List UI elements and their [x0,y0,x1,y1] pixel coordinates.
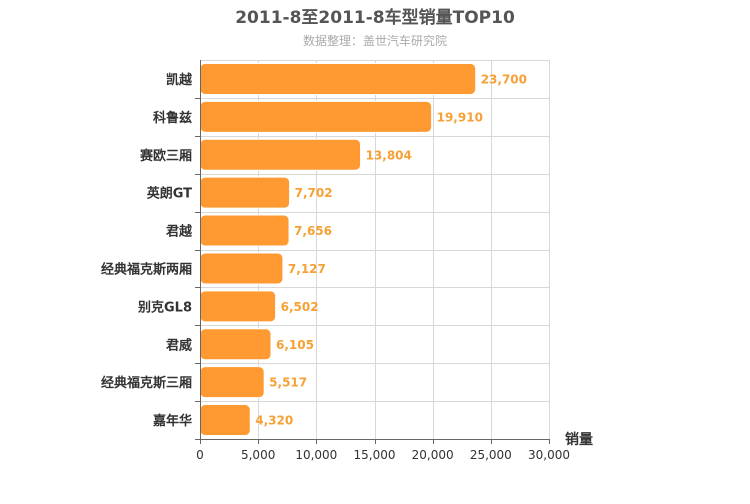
data-label: 7,702 [295,186,333,200]
bar-8[interactable] [199,328,272,361]
data-label: 6,502 [281,300,319,314]
bar-7[interactable] [199,290,277,323]
y-tick-label: 凯越 [166,72,193,88]
data-label: 5,517 [269,376,307,390]
bar-9[interactable] [199,366,265,399]
x-tick-label: 20,000 [412,448,454,462]
data-label: 4,320 [255,414,293,428]
bar-4[interactable] [199,176,291,209]
y-tick-label: 经典福克斯三厢 [101,375,192,391]
bar-2[interactable] [199,100,433,133]
data-label: 7,127 [288,262,326,276]
bar-1[interactable] [199,62,477,95]
y-tick-label: 别克GL8 [137,299,192,315]
data-label: 13,804 [366,148,412,162]
y-tick-label: 赛欧三厢 [139,148,192,164]
y-tick-label: 君越 [166,224,193,240]
y-tick-label: 英朗GT [146,186,192,202]
chart-subtitle: 数据整理：盖世汽车研究院 [303,33,447,48]
y-tick-label: 嘉年华 [152,413,192,429]
y-tick-label: 经典福克斯两厢 [101,261,192,277]
x-tick-label: 30,000 [528,448,570,462]
x-tick-label: 5,000 [241,448,275,462]
bar-10[interactable] [199,404,251,437]
x-tick-label: 10,000 [295,448,337,462]
bar-3[interactable] [199,138,362,171]
x-tick-label: 0 [196,448,204,462]
y-tick-label: 科鲁兹 [153,110,192,126]
bar-5[interactable] [199,214,290,247]
data-label: 7,656 [294,224,332,238]
x-tick-label: 15,000 [354,448,396,462]
data-label: 19,910 [437,110,483,124]
data-label: 23,700 [481,72,527,86]
x-axis-title: 销量 [565,431,593,448]
data-label: 6,105 [276,338,314,352]
y-tick-label: 君威 [166,337,192,353]
bar-6[interactable] [199,252,284,285]
chart-title: 2011-8至2011-8车型销量TOP10 [235,7,515,28]
bars: 23,700 19,910 13,804 7,702 7,656 7,127 6,502 6,… [199,62,527,437]
x-tick-label: 25,000 [470,448,512,462]
